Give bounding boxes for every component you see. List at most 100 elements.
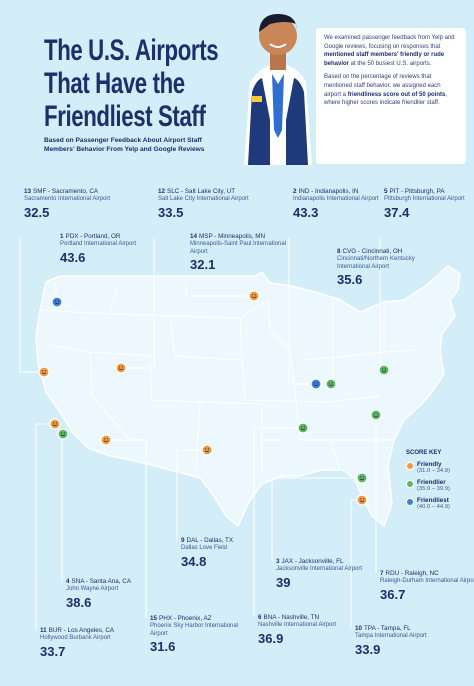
marker-smile — [373, 415, 379, 418]
leader-line — [253, 427, 303, 617]
marker-eye — [205, 448, 207, 450]
marker-eye — [376, 413, 378, 415]
intro-box: We examined passenger feedback from Yelp… — [316, 28, 466, 164]
airport-code-city: RDU - Raleigh, NC — [385, 570, 439, 577]
airport-score: 39 — [276, 574, 291, 590]
marker-dot — [201, 444, 213, 456]
airport-code-city: PDX - Portland, OR — [65, 233, 121, 240]
us-map — [35, 265, 461, 528]
airport-name: Sacramento International Airport — [24, 196, 111, 202]
airport-heading: 10 TPA - Tampa, FL — [355, 625, 467, 632]
airport-rank: 9 — [181, 537, 185, 544]
leader-line — [35, 423, 55, 630]
airport-score: 33.5 — [158, 204, 184, 220]
score-key-range: (31.0 – 34.9) — [417, 468, 450, 474]
marker-eye — [374, 413, 376, 415]
marker-eye — [362, 476, 364, 478]
airport-label: 5 PIT - Pittsburgh, PA Pittsburgh Internat… — [384, 188, 474, 220]
marker-dot — [115, 362, 127, 374]
airport-code-city: TPA - Tampa, FL — [364, 625, 411, 632]
marker-smile — [300, 428, 306, 431]
airport-rank: 8 — [337, 248, 341, 255]
airport-name: Raleigh-Durham International Airport — [380, 578, 474, 584]
airport-score: 34.8 — [181, 553, 207, 569]
staff-illustration — [244, 14, 312, 165]
title: Friendliest Staff — [44, 100, 206, 133]
airport-heading: 4 SNA - Santa Ana, CA — [66, 578, 178, 585]
marker-eye — [254, 294, 256, 296]
airport-score: 37.4 — [384, 204, 410, 220]
airport-marker — [378, 364, 390, 376]
airport-marker — [356, 494, 368, 506]
intro-text: at the 50 busiest U.S. airports. — [349, 60, 432, 67]
airport-score: 32.5 — [24, 204, 50, 220]
airport-score: 33.7 — [40, 643, 66, 659]
airport-marker — [57, 428, 69, 440]
score-key-name: Friendlier — [417, 479, 446, 486]
airport-label: 15 PHX - Phoenix, AZ Phoenix Sky Harbor In… — [150, 615, 262, 654]
title: The U.S. Airports — [44, 34, 219, 67]
marker-dot — [356, 494, 368, 506]
airport-heading: 14 MSP - Minneapolis, MN — [190, 233, 302, 240]
marker-eye — [53, 422, 55, 424]
intro-paragraph: We examined passenger feedback from Yelp… — [324, 34, 458, 68]
score-key-range: (35.0 – 39.9) — [417, 486, 450, 492]
airport-label: 8 CVG - Cincinnati, OH Cincinnati/Northern… — [337, 248, 449, 287]
airport-marker — [310, 378, 322, 390]
airport-heading: 3 JAX - Jacksonville, FL — [276, 558, 388, 565]
airport-score: 35.6 — [337, 272, 363, 287]
airport-name: Hollywood Burbank Airport — [40, 635, 111, 641]
marker-eye — [362, 498, 364, 500]
airport-heading: 7 RDU - Raleigh, NC — [380, 570, 474, 577]
airport-score: 33.9 — [355, 641, 381, 657]
airport-name: Pittsburgh International Airport — [384, 196, 465, 202]
airport-label: 1 PDX - Portland, OR Portland Internationa… — [60, 233, 172, 265]
airport-name: Phoenix Sky Harbor International Airport — [150, 623, 239, 637]
leader-line — [121, 238, 155, 369]
marker-eye — [55, 422, 58, 424]
airport-heading: 15 PHX - Phoenix, AZ — [150, 615, 262, 622]
airport-code-city: MSP - Minneapolis, MN — [199, 233, 266, 240]
marker-smile — [60, 434, 66, 437]
marker-dot — [248, 290, 260, 302]
airport-name: Cincinnati/Northern Kentucky Internation… — [337, 256, 415, 270]
leader-line — [61, 433, 63, 581]
airport-code-city: SNA - Santa Ana, CA — [71, 578, 132, 585]
score-key: SCORE KEY Friendly (31.0 – 34.9) Friendlie… — [406, 450, 472, 515]
score-key-swatch — [406, 462, 414, 470]
marker-eye — [207, 448, 209, 450]
marker-smile — [313, 384, 319, 387]
intro-emphasis: mentioned staff members' friendly or rud… — [324, 52, 445, 67]
marker-eye — [384, 368, 386, 370]
score-key-swatch — [406, 498, 414, 506]
airport-name: Jacksonville International Airport — [276, 566, 363, 572]
airport-heading: 11 BUR - Los Angeles, CA — [40, 627, 152, 634]
airport-heading: 9 DAL - Dallas, TX — [181, 537, 293, 544]
leader-line — [288, 238, 316, 385]
airport-score: 31.6 — [150, 639, 176, 654]
airport-code-city: PHX - Phoenix, AZ — [159, 615, 212, 622]
airport-label: 7 RDU - Raleigh, NC Raleigh-Durham Interna… — [380, 570, 474, 602]
airport-marker — [100, 434, 112, 446]
airport-name: John Wayne Airport — [66, 586, 119, 592]
marker-dot — [310, 378, 322, 390]
marker-smile — [251, 296, 257, 299]
marker-eye — [360, 476, 362, 478]
score-key-item: Friendly (31.0 – 34.9) — [406, 461, 472, 474]
score-key-swatch — [406, 480, 414, 488]
marker-eye — [63, 432, 65, 434]
airport-code-city: BNA - Nashville, TN — [263, 614, 320, 621]
marker-smile — [52, 424, 58, 427]
marker-smile — [381, 370, 387, 373]
intro-emphasis: friendliness score out of 50 points — [347, 91, 446, 98]
marker-dot — [49, 418, 61, 430]
marker-dot — [38, 366, 50, 378]
marker-dot — [325, 378, 337, 390]
marker-smile — [103, 440, 109, 443]
marker-dot — [297, 422, 309, 434]
intro-text: , where higher scores indicate friendlie… — [324, 91, 448, 107]
airport-marker — [325, 378, 337, 390]
airport-heading: 1 PDX - Portland, OR — [60, 233, 172, 240]
